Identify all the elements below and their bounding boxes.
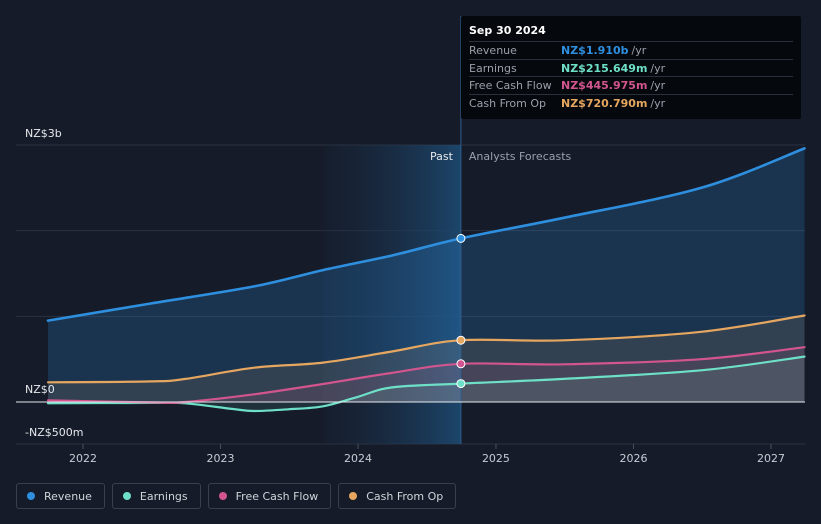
- tooltip-value: NZ$1.910b/yr: [561, 44, 647, 57]
- past-region: [323, 145, 461, 444]
- x-tick-label: 2025: [482, 452, 510, 465]
- legend-item-earnings[interactable]: Earnings: [111, 483, 201, 509]
- earnings-line: [46, 355, 806, 413]
- earnings-marker: [456, 379, 466, 389]
- tooltip-label: Cash From Op: [469, 96, 547, 110]
- legend-dot-icon: [27, 492, 35, 500]
- free-cash-flow-line: [46, 346, 806, 404]
- legend-dot-icon: [218, 492, 227, 500]
- legend-dot-icon: [122, 492, 131, 500]
- tooltip-date: Sep 30 2024: [469, 24, 546, 37]
- x-tick-label: 2022: [69, 452, 97, 465]
- past-label: Past: [430, 150, 454, 163]
- tooltip-row-cash-from-op: Cash From Op NZ$720.790m/yr: [469, 93, 793, 112]
- marker-layer: [16, 233, 805, 403]
- tooltip-label: Earnings: [469, 61, 517, 75]
- free-cash-flow-marker: [456, 359, 466, 369]
- cash-from-op-line: [46, 314, 806, 384]
- tooltip-unit: /yr: [650, 61, 666, 75]
- cash-from-op-marker: [456, 335, 466, 345]
- tooltip-row-free-cash-flow: Free Cash Flow NZ$445.975m/yr: [469, 76, 793, 94]
- earnings-area: [48, 356, 805, 412]
- legend-item-free-cash-flow[interactable]: Free Cash Flow: [207, 483, 332, 509]
- line-layer: [46, 147, 806, 413]
- tooltip-unit: /yr: [650, 96, 666, 110]
- tooltip-value: NZ$215.649m/yr: [561, 61, 666, 75]
- tooltip-row-earnings: Earnings NZ$215.649m/yr: [469, 58, 793, 77]
- legend-item-revenue[interactable]: Revenue: [16, 483, 105, 509]
- legend-label: Earnings: [139, 489, 188, 503]
- y-axis-label: NZ$3b: [25, 127, 62, 140]
- chart-legend: Revenue Earnings Free Cash Flow Cash From O…: [16, 483, 463, 511]
- x-tick-label: 2026: [619, 452, 647, 465]
- legend-label: Free Cash Flow: [235, 489, 319, 503]
- tooltip-label: Free Cash Flow: [469, 79, 552, 92]
- x-axis-ticks: 2022 2023 2024 2025 2026 2027: [69, 444, 785, 465]
- x-tick-label: 2027: [757, 452, 785, 465]
- x-tick-label: 2024: [344, 452, 372, 465]
- legend-label: Revenue: [44, 489, 92, 503]
- tooltip-value: NZ$445.975m/yr: [561, 79, 666, 92]
- legend-dot-icon: [349, 492, 358, 500]
- revenue-line: [46, 147, 806, 322]
- x-tick-label: 2023: [207, 452, 235, 465]
- y-axis-label: NZ$0: [25, 383, 55, 396]
- cash-from-op-area: [48, 315, 805, 402]
- tooltip-unit: /yr: [631, 44, 647, 57]
- legend-label: Cash From Op: [366, 489, 444, 503]
- revenue-marker: [456, 233, 466, 243]
- tooltip-unit: /yr: [650, 79, 666, 92]
- tooltip-row-revenue: Revenue NZ$1.910b/yr: [469, 41, 793, 59]
- free-cash-flow-area: [48, 347, 805, 403]
- y-axis-label: -NZ$500m: [25, 426, 83, 439]
- legend-item-cash-from-op[interactable]: Cash From Op: [338, 483, 457, 509]
- tooltip-value: NZ$720.790m/yr: [561, 96, 666, 110]
- y-axis-labels: NZ$3b NZ$0 -NZ$500m: [25, 127, 83, 439]
- forecast-label: Analysts Forecasts: [469, 150, 572, 163]
- data-tooltip: Sep 30 2024 Revenue NZ$1.910b/yr Earnings N…: [461, 16, 801, 119]
- tooltip-label: Revenue: [469, 44, 517, 57]
